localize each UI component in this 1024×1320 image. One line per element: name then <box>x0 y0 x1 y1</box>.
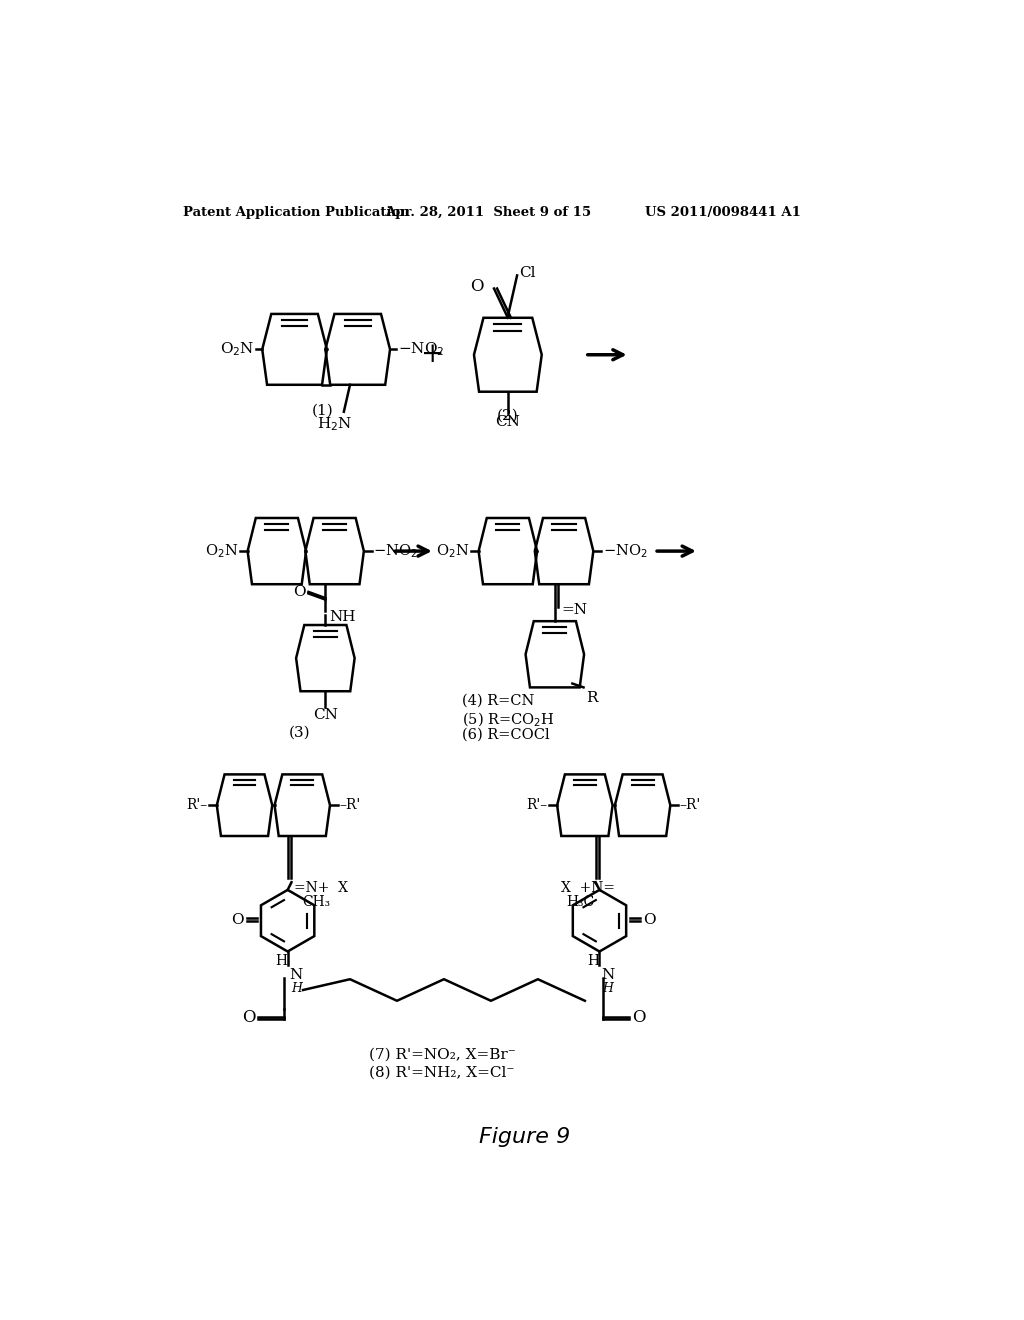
Text: N: N <box>601 968 614 982</box>
Text: –R': –R' <box>339 799 360 812</box>
Text: (8) R'=NH₂, X=Cl⁻: (8) R'=NH₂, X=Cl⁻ <box>370 1065 515 1080</box>
Text: =N+  X: =N+ X <box>294 880 348 895</box>
Text: CH₃: CH₃ <box>302 895 331 909</box>
Text: O$_2$N: O$_2$N <box>436 543 469 560</box>
Text: Apr. 28, 2011  Sheet 9 of 15: Apr. 28, 2011 Sheet 9 of 15 <box>385 206 591 219</box>
Text: $-$NO$_2$: $-$NO$_2$ <box>397 341 444 358</box>
Text: US 2011/0098441 A1: US 2011/0098441 A1 <box>645 206 801 219</box>
Text: O: O <box>632 1010 645 1026</box>
Text: NH: NH <box>330 610 355 623</box>
Text: H: H <box>291 982 302 995</box>
Text: R'–: R'– <box>186 799 208 812</box>
Text: $-$NO$_2$: $-$NO$_2$ <box>602 543 647 560</box>
Text: O$_2$N: O$_2$N <box>205 543 239 560</box>
Text: O$_2$N: O$_2$N <box>220 341 255 358</box>
Text: =N: =N <box>561 603 587 618</box>
Text: H: H <box>588 954 599 969</box>
Text: H: H <box>275 954 288 969</box>
Text: Cl: Cl <box>518 267 536 280</box>
Text: (7) R'=NO₂, X=Br⁻: (7) R'=NO₂, X=Br⁻ <box>370 1048 516 1061</box>
Text: O: O <box>470 279 483 296</box>
Text: Patent Application Publication: Patent Application Publication <box>183 206 410 219</box>
Text: (3): (3) <box>289 726 310 741</box>
Text: R: R <box>586 692 597 705</box>
Text: (2): (2) <box>497 409 519 422</box>
Text: (4) R=CN: (4) R=CN <box>462 693 535 708</box>
Text: (1): (1) <box>312 404 334 417</box>
Text: CN: CN <box>496 414 520 429</box>
Text: H: H <box>602 982 613 995</box>
Text: H₃C: H₃C <box>566 895 595 909</box>
Text: O: O <box>242 1010 255 1026</box>
Text: $-$NO$_2$: $-$NO$_2$ <box>373 543 418 560</box>
Text: H$_2$N: H$_2$N <box>317 416 352 433</box>
Text: X  +N=: X +N= <box>561 880 615 895</box>
Text: O: O <box>643 913 656 927</box>
Text: –R': –R' <box>680 799 700 812</box>
Text: N: N <box>289 968 302 982</box>
Text: (6) R=COCl: (6) R=COCl <box>462 727 549 742</box>
Text: O: O <box>231 913 244 927</box>
Text: (5) R=CO$_2$H: (5) R=CO$_2$H <box>462 710 555 729</box>
Text: CN: CN <box>313 708 338 722</box>
Text: Figure 9: Figure 9 <box>479 1127 570 1147</box>
Text: +: + <box>421 342 444 368</box>
Text: R'–: R'– <box>526 799 548 812</box>
Text: O: O <box>293 585 305 599</box>
